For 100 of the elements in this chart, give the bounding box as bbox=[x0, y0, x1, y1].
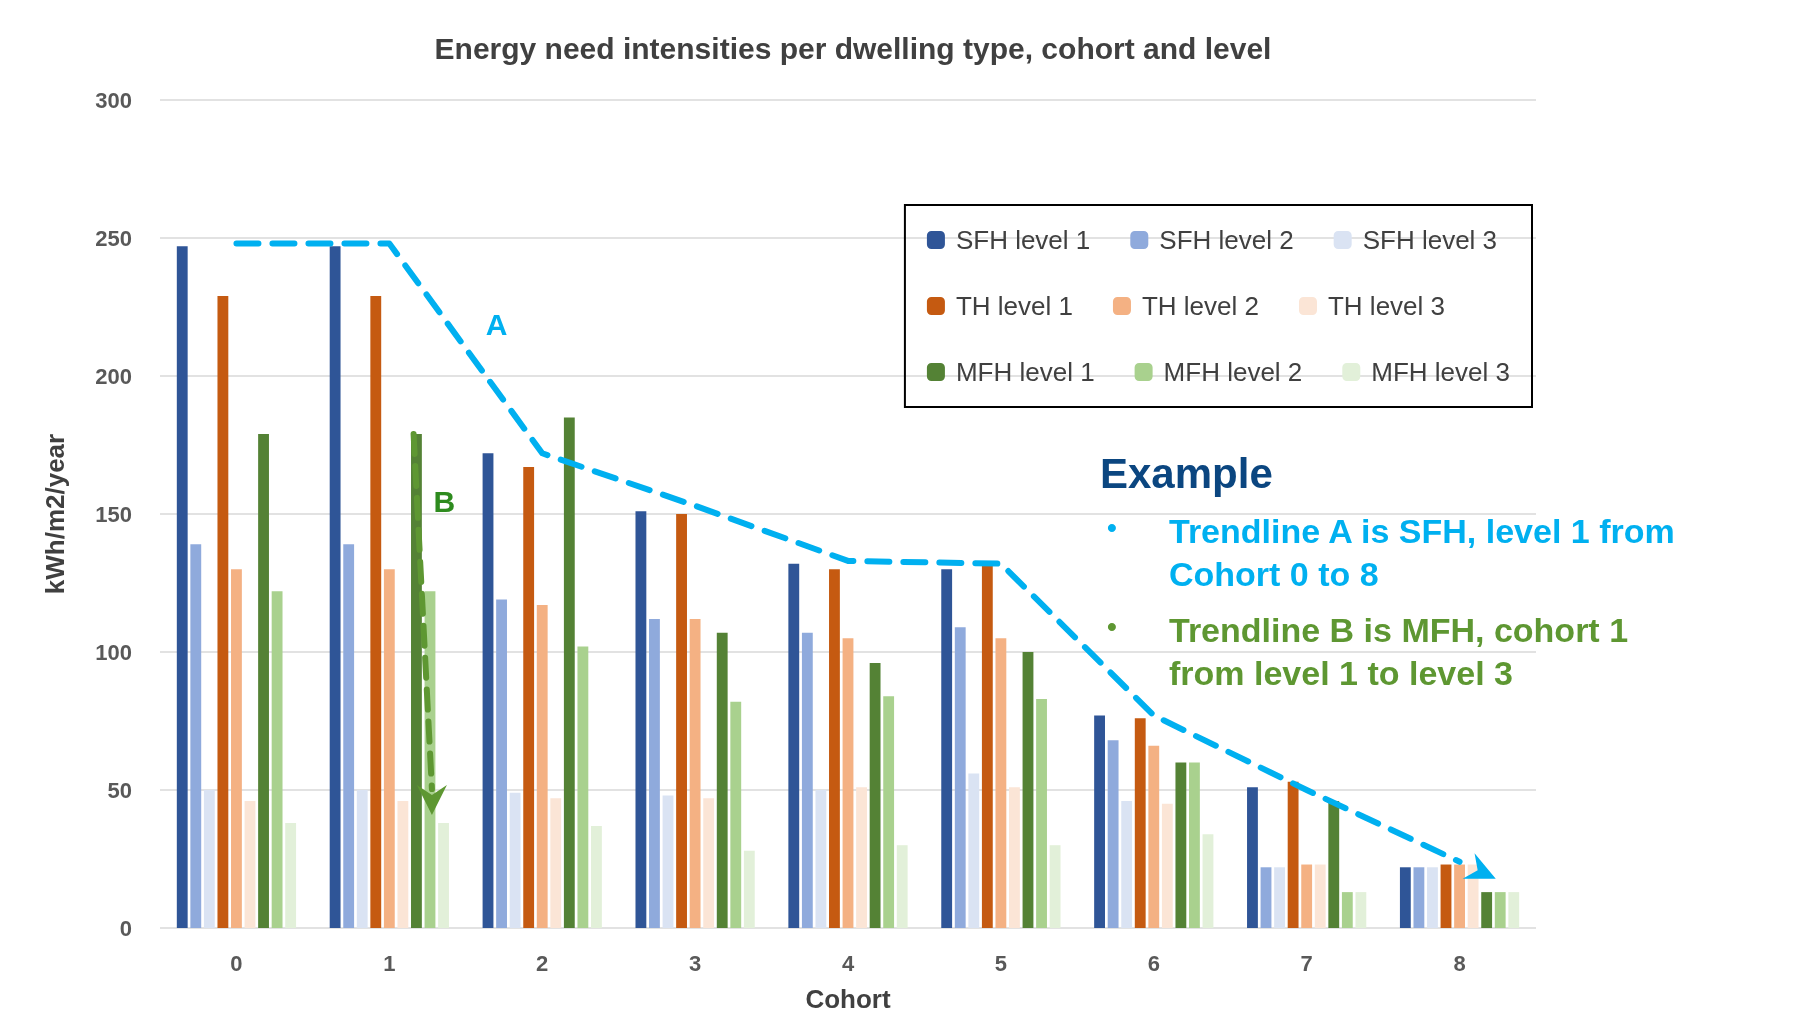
bar bbox=[743, 850, 755, 928]
bar bbox=[1094, 715, 1105, 928]
bar bbox=[244, 801, 256, 928]
bar bbox=[231, 569, 242, 928]
bar bbox=[176, 246, 188, 928]
bar bbox=[1355, 892, 1367, 928]
y-tick-label: 200 bbox=[95, 363, 132, 389]
legend-label: TH level 1 bbox=[955, 291, 1073, 321]
bar bbox=[1049, 845, 1061, 928]
bar bbox=[1287, 781, 1299, 928]
bar bbox=[1107, 740, 1119, 928]
legend-label: TH level 2 bbox=[1141, 291, 1259, 321]
bar bbox=[1508, 892, 1520, 928]
bar bbox=[635, 511, 647, 928]
bar bbox=[1413, 867, 1425, 928]
bar bbox=[536, 605, 548, 928]
y-tick-label: 100 bbox=[95, 639, 132, 665]
y-axis-title: kWh/m2/year bbox=[40, 433, 70, 595]
legend-label: SFH level 2 bbox=[1159, 225, 1294, 255]
legend-label: SFH level 3 bbox=[1362, 225, 1498, 255]
chart-title: Energy need intensities per dwelling type, cohort and level bbox=[434, 31, 1272, 65]
annotation: • bbox=[1107, 511, 1117, 545]
legend-label: MFH level 2 bbox=[1163, 357, 1303, 387]
bar bbox=[1314, 864, 1326, 928]
x-tick-label: 6 bbox=[1147, 950, 1160, 976]
x-tick-label: 5 bbox=[994, 950, 1008, 976]
x-tick-label: 0 bbox=[230, 950, 243, 976]
bar bbox=[1440, 864, 1452, 928]
bar bbox=[285, 823, 297, 928]
bar bbox=[1260, 867, 1272, 928]
bar bbox=[217, 295, 229, 928]
bar bbox=[496, 599, 507, 928]
y-tick-label: 50 bbox=[107, 777, 132, 803]
bar bbox=[1036, 698, 1047, 928]
x-tick-label: 7 bbox=[1300, 950, 1313, 976]
bar bbox=[1301, 864, 1313, 928]
bar bbox=[1341, 892, 1353, 928]
bar bbox=[1121, 801, 1133, 928]
legend-label: TH level 3 bbox=[1327, 291, 1446, 321]
annotation: Trendline B is MFH, cohort 1 from level 1 to level 3 bbox=[1169, 611, 1629, 692]
x-tick-label: 2 bbox=[536, 950, 549, 976]
bar bbox=[856, 787, 867, 928]
annotation: Trendline A is SFH, level 1 from Cohort 0 to 8 bbox=[1169, 512, 1675, 593]
bar bbox=[842, 638, 854, 928]
bar bbox=[716, 632, 728, 928]
bar bbox=[703, 798, 715, 928]
bar bbox=[662, 795, 674, 928]
bar bbox=[258, 433, 269, 928]
bar bbox=[329, 246, 341, 928]
bar bbox=[577, 646, 589, 928]
bar bbox=[1189, 762, 1200, 928]
bar bbox=[829, 569, 840, 928]
bar bbox=[1454, 864, 1465, 928]
legend-label: SFH level 1 bbox=[955, 225, 1091, 255]
bar bbox=[397, 801, 409, 928]
bar bbox=[356, 790, 368, 928]
bar bbox=[1427, 867, 1438, 928]
y-tick-label: 300 bbox=[95, 87, 132, 113]
bar bbox=[995, 638, 1007, 928]
bar bbox=[591, 825, 602, 928]
y-tick-label: 250 bbox=[95, 225, 132, 251]
bar bbox=[190, 544, 202, 928]
bar bbox=[550, 798, 562, 928]
bar bbox=[1494, 892, 1506, 928]
bar bbox=[1022, 652, 1034, 928]
bar bbox=[482, 453, 494, 928]
bar bbox=[730, 701, 742, 928]
bar bbox=[896, 845, 908, 928]
bar bbox=[1274, 867, 1285, 928]
bar bbox=[1399, 867, 1411, 928]
bar bbox=[203, 790, 215, 928]
x-tick-label: 4 bbox=[841, 950, 855, 976]
bar bbox=[689, 618, 701, 928]
annotation: A bbox=[485, 308, 508, 343]
bar bbox=[1247, 787, 1258, 928]
x-tick-label: 3 bbox=[688, 950, 702, 976]
bar bbox=[1175, 762, 1187, 928]
bar bbox=[869, 663, 881, 928]
legend-label: MFH level 3 bbox=[1371, 357, 1511, 387]
bar bbox=[941, 569, 953, 928]
bar bbox=[954, 627, 966, 928]
bar bbox=[1202, 834, 1214, 928]
bar bbox=[981, 563, 993, 928]
bar bbox=[509, 792, 521, 928]
annotation: B bbox=[433, 484, 456, 519]
y-tick-label: 0 bbox=[119, 915, 132, 941]
bar bbox=[343, 544, 355, 928]
bar bbox=[271, 591, 283, 928]
bar bbox=[788, 563, 800, 928]
bar bbox=[1009, 787, 1020, 928]
bar bbox=[523, 467, 535, 928]
bar bbox=[1328, 801, 1340, 928]
x-tick-label: 1 bbox=[383, 950, 396, 976]
y-tick-label: 150 bbox=[95, 501, 132, 527]
bar bbox=[676, 514, 687, 928]
bar bbox=[1481, 892, 1493, 928]
annotation: • bbox=[1107, 610, 1117, 644]
bar bbox=[883, 696, 895, 928]
bar bbox=[370, 295, 382, 928]
bar bbox=[815, 790, 827, 928]
